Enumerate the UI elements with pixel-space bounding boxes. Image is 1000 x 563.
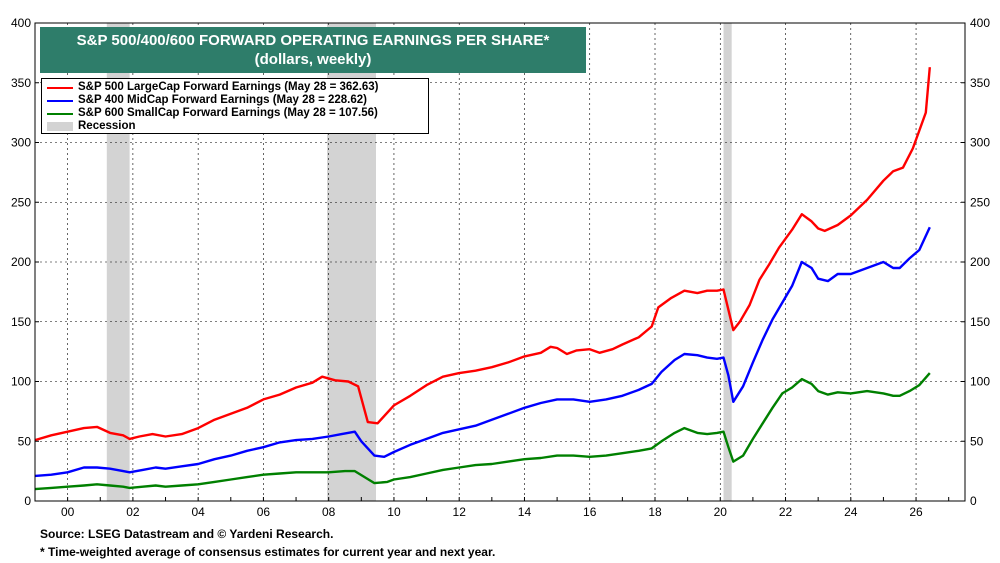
y-tick-label-left-50: 50 (18, 434, 32, 448)
y-tick-label-left-200: 200 (11, 255, 31, 269)
legend-item-sp500: S&P 500 LargeCap Forward Earnings (May 2… (47, 81, 423, 94)
y-tick-label-right-350: 350 (970, 76, 990, 90)
legend-swatch-sp500 (47, 86, 73, 89)
x-tick-label-2012: 12 (453, 505, 467, 519)
y-tick-label-right-50: 50 (970, 434, 984, 448)
x-tick-label-2026: 26 (909, 505, 923, 519)
series-line-sp600 (34, 372, 931, 491)
x-axis: 00 02 04 06 08 10 12 14 16 18 20 22 24 26 (34, 497, 950, 519)
y-tick-label-left-400: 400 (11, 16, 31, 30)
legend-label-sp500: S&P 500 LargeCap Forward Earnings (May 2… (78, 81, 379, 93)
y-tick-label-right-200: 200 (970, 255, 990, 269)
series-line-sp500 (34, 67, 931, 442)
legend-swatch-sp400 (47, 99, 73, 102)
x-tick-label-2016: 16 (583, 505, 597, 519)
y-tick-label-right-100: 100 (970, 375, 990, 389)
y-tick-label-right-150: 150 (970, 315, 990, 329)
legend-label-recession: Recession (78, 120, 136, 132)
legend-label-sp600: S&P 600 SmallCap Forward Earnings (May 2… (78, 107, 378, 119)
x-tick-label-2022: 22 (779, 505, 793, 519)
recession-band-0 (106, 23, 130, 501)
legend-swatch-recession (47, 122, 73, 131)
y-tick-label-right-400: 400 (970, 16, 990, 30)
y-tick-label-left-250: 250 (11, 195, 31, 209)
x-tick-label-2008: 08 (322, 505, 336, 519)
y-axis-right: 0 50 100 150 200 250 300 350 400 (961, 16, 990, 508)
legend-label-sp400: S&P 400 MidCap Forward Earnings (May 28 … (78, 94, 367, 106)
chart-subtitle: (dollars, weekly) (254, 51, 372, 68)
legend-item-sp400: S&P 400 MidCap Forward Earnings (May 28 … (47, 94, 423, 107)
y-tick-label-right-0: 0 (970, 494, 977, 508)
x-tick-label-2002: 02 (126, 505, 140, 519)
gridlines (35, 23, 965, 501)
x-tick-label-2020: 20 (714, 505, 728, 519)
x-tick-label-2010: 10 (387, 505, 401, 519)
recession-band-2 (723, 23, 732, 501)
x-tick-label-2024: 24 (844, 505, 858, 519)
legend-swatch-sp600 (47, 112, 73, 115)
y-axis-left: 0 50 100 150 200 250 300 350 400 (11, 16, 39, 508)
legend-item-sp600: S&P 600 SmallCap Forward Earnings (May 2… (47, 107, 423, 120)
y-tick-label-left-100: 100 (11, 375, 31, 389)
x-tick-label-2018: 18 (648, 505, 662, 519)
x-tick-label-2014: 14 (518, 505, 532, 519)
y-tick-label-left-0: 0 (24, 494, 31, 508)
y-tick-label-left-300: 300 (11, 136, 31, 150)
y-tick-label-left-150: 150 (11, 315, 31, 329)
legend-item-recession: Recession (47, 120, 423, 133)
source-note: Source: LSEG Datastream and © Yardeni Re… (40, 527, 334, 541)
x-tick-label-2004: 04 (191, 505, 205, 519)
series-lines (34, 67, 931, 491)
chart-title-box: S&P 500/400/600 FORWARD OPERATING EARNIN… (40, 27, 586, 73)
series-line-sp400 (34, 226, 931, 478)
x-tick-label-2000: 00 (61, 505, 75, 519)
legend: S&P 500 LargeCap Forward Earnings (May 2… (41, 78, 429, 134)
y-tick-label-right-250: 250 (970, 195, 990, 209)
footnote: * Time-weighted average of consensus est… (40, 545, 496, 559)
x-tick-label-2006: 06 (257, 505, 271, 519)
y-tick-label-right-300: 300 (970, 136, 990, 150)
chart-title: S&P 500/400/600 FORWARD OPERATING EARNIN… (76, 32, 550, 49)
y-tick-label-left-350: 350 (11, 76, 31, 90)
